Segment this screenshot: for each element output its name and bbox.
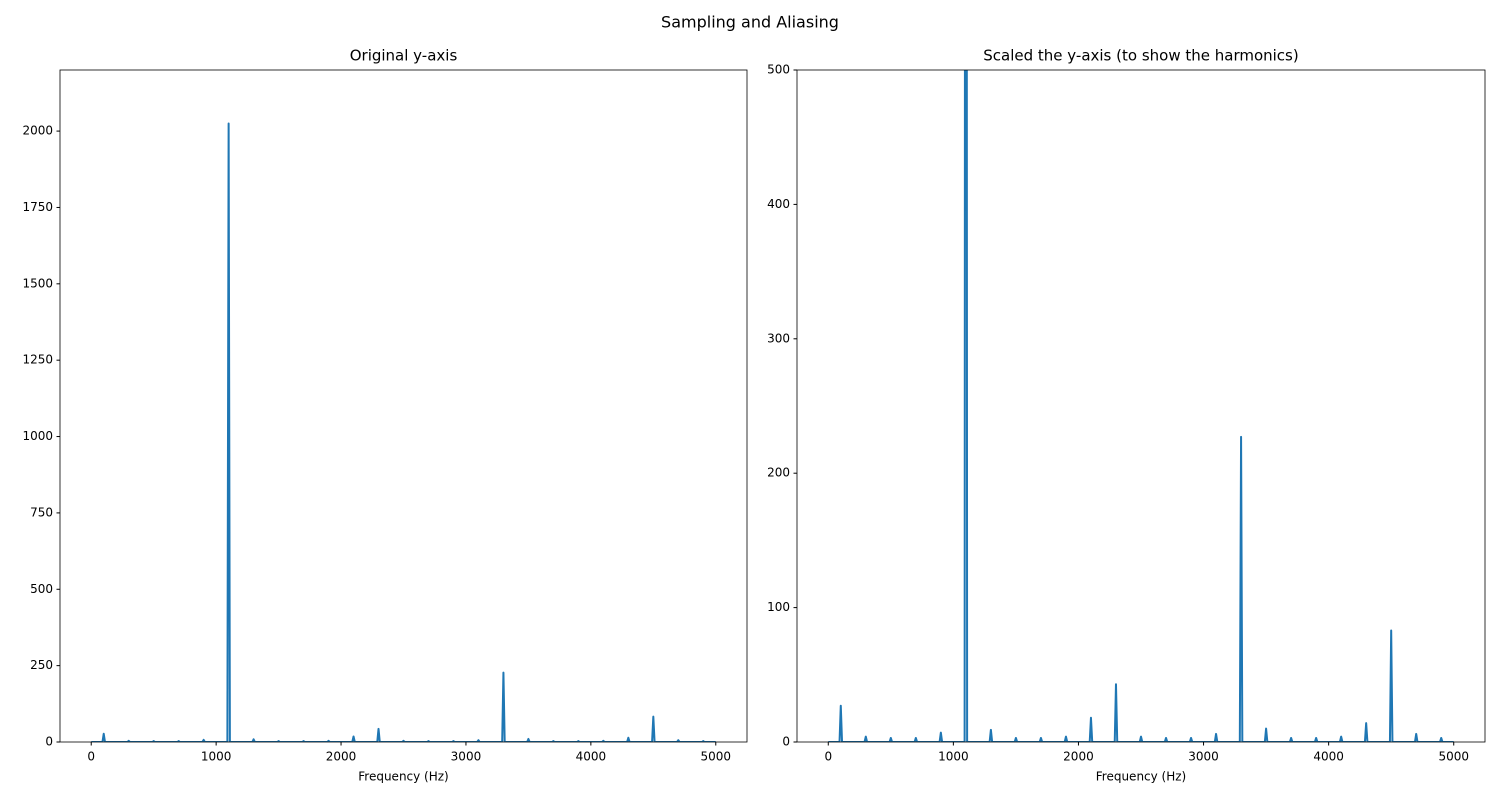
y-tick-label: 1250 (22, 353, 53, 367)
axes-frame (796, 69, 1486, 743)
spectrum-line (828, 70, 1454, 742)
y-tick-label: 400 (767, 197, 790, 211)
y-tick-label: 500 (30, 582, 53, 596)
x-tick-label: 2000 (326, 750, 357, 764)
y-tick-label: 0 (782, 735, 790, 749)
y-tick-label: 1000 (22, 429, 53, 443)
figure-title: Sampling and Aliasing (661, 13, 839, 32)
axes-frame (59, 69, 748, 743)
y-tick-label: 1500 (22, 276, 53, 290)
y-tick-label: 250 (30, 658, 53, 672)
x-tick-label: 1000 (938, 750, 969, 764)
x-tick-label: 1000 (201, 750, 232, 764)
x-axis-label: Frequency (Hz) (358, 770, 449, 784)
y-tick-label: 0 (45, 735, 53, 749)
y-tick-label: 300 (767, 331, 790, 345)
x-tick-label: 0 (87, 750, 95, 764)
y-tick-label: 750 (30, 505, 53, 519)
x-tick-label: 0 (824, 750, 832, 764)
x-axis-label: Frequency (Hz) (1096, 770, 1187, 784)
axes-title: Scaled the y-axis (to show the harmonics… (983, 47, 1298, 65)
y-tick-label: 2000 (22, 124, 53, 138)
x-tick-label: 2000 (1063, 750, 1094, 764)
axes-title: Original y-axis (350, 47, 458, 65)
x-tick-label: 4000 (1313, 750, 1344, 764)
x-tick-label: 3000 (1188, 750, 1219, 764)
x-tick-label: 3000 (451, 750, 482, 764)
x-tick-label: 4000 (576, 750, 607, 764)
x-tick-label: 5000 (700, 750, 731, 764)
y-tick-label: 100 (767, 600, 790, 614)
x-tick-label: 5000 (1438, 750, 1469, 764)
y-tick-label: 1750 (22, 200, 53, 214)
y-tick-label: 200 (767, 466, 790, 480)
y-tick-label: 500 (767, 63, 790, 77)
spectrum-line (91, 122, 716, 742)
